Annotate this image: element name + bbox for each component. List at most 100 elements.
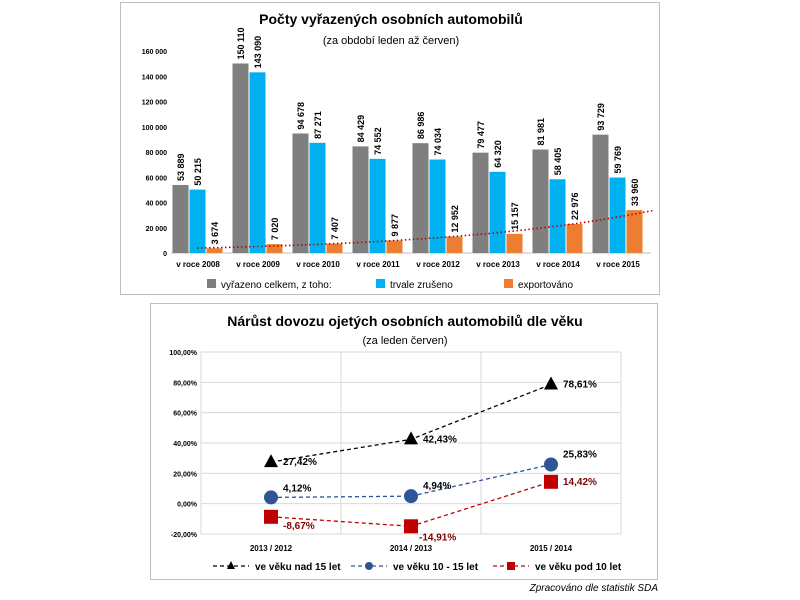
data-label: -8,67% (283, 521, 315, 532)
data-label: 4,12% (283, 483, 311, 494)
x-tick-label: v roce 2009 (236, 260, 280, 269)
bar (266, 244, 283, 253)
y-tick-label: -20,00% (171, 532, 198, 539)
chart-title: Počty vyřazených osobních automobilů (259, 11, 523, 27)
marker-circle (404, 489, 418, 504)
marker-triangle (404, 431, 418, 445)
y-tick-label: 40,00% (173, 441, 198, 448)
y-tick-label: 100,00% (169, 350, 197, 357)
bar (326, 243, 343, 253)
chart-title: Nárůst dovozu ojetých osobních automobil… (227, 313, 582, 329)
y-tick-label: 60,00% (173, 411, 198, 418)
bar-data-label: 150 110 (236, 27, 246, 59)
legend-swatch (504, 279, 513, 288)
bar (206, 248, 223, 253)
marker-circle (544, 457, 558, 472)
bar (412, 143, 429, 253)
bar-data-label: 74 034 (433, 128, 443, 156)
marker-triangle (264, 454, 278, 468)
bar (189, 189, 206, 253)
bar (609, 177, 626, 253)
data-label: 78,61% (563, 379, 597, 390)
bar-data-label: 9 877 (390, 214, 400, 237)
series-line (270, 383, 552, 463)
bar-data-label: 93 729 (596, 103, 606, 131)
bar-data-label: 81 981 (536, 118, 546, 146)
data-label: 14,42% (563, 477, 597, 488)
marker-square (264, 509, 278, 524)
bar-data-label: 12 952 (450, 205, 460, 233)
legend-marker (365, 562, 373, 570)
bar (369, 158, 386, 253)
legend-swatch (207, 279, 216, 288)
data-label: 25,83% (563, 449, 597, 460)
x-tick-label: v roce 2011 (356, 260, 400, 269)
data-label: 27,42% (283, 457, 317, 468)
y-tick-label: 60 000 (146, 175, 168, 182)
bar-data-label: 79 477 (476, 121, 486, 149)
bar (249, 72, 266, 253)
data-label: 42,43% (423, 434, 457, 445)
source-note: Zpracováno dle statistik SDA (529, 583, 658, 594)
legend-label: ve věku nad 15 let (255, 562, 341, 573)
line-chart: Nárůst dovozu ojetých osobních automobil… (169, 313, 622, 573)
y-tick-label: 20,00% (173, 471, 198, 478)
bar (292, 133, 309, 253)
bar-data-label: 53 889 (176, 153, 186, 181)
x-tick-label: v roce 2012 (416, 260, 460, 269)
bar-data-label: 94 678 (296, 102, 306, 130)
x-tick-label: 2014 / 2013 (390, 544, 433, 553)
bar-data-label: 58 405 (553, 148, 563, 176)
bar (489, 171, 506, 253)
bar (172, 184, 189, 253)
x-tick-label: 2015 / 2014 (530, 544, 573, 553)
legend-label: exportováno (518, 280, 573, 291)
bar (352, 146, 369, 253)
bar (592, 134, 609, 253)
y-tick-label: 80,00% (173, 380, 198, 387)
line-chart-panel: Nárůst dovozu ojetých osobních automobil… (150, 303, 658, 580)
y-tick-label: 40 000 (146, 201, 168, 208)
y-tick-label: 0 (163, 251, 167, 258)
bar-data-label: 15 157 (510, 202, 520, 230)
bar-data-label: 86 986 (416, 112, 426, 140)
bar-data-label: 143 090 (253, 36, 263, 69)
bar (232, 63, 249, 253)
bar (566, 223, 583, 253)
bar-data-label: 3 674 (210, 222, 220, 245)
legend-label: trvale zrušeno (390, 280, 453, 291)
chart-subtitle: (za leden červen) (363, 335, 448, 347)
y-tick-label: 120 000 (142, 100, 167, 107)
legend-label: ve věku 10 - 15 let (393, 562, 479, 573)
data-label: -14,91% (419, 532, 456, 543)
y-tick-label: 20 000 (146, 226, 168, 233)
marker-triangle (544, 376, 558, 390)
bar-data-label: 74 552 (373, 127, 383, 155)
marker-square (544, 474, 558, 489)
bar-data-label: 84 429 (356, 115, 366, 143)
bar (446, 236, 463, 253)
marker-square (404, 519, 418, 534)
data-label: 4,94% (423, 481, 451, 492)
bar (549, 179, 566, 253)
x-tick-label: v roce 2010 (296, 260, 340, 269)
bar (386, 240, 403, 253)
y-tick-label: 100 000 (142, 125, 167, 132)
bar-data-label: 22 976 (570, 192, 580, 220)
marker-circle (264, 490, 278, 505)
bar-data-label: 7 020 (270, 218, 280, 241)
legend-label: ve věku pod 10 let (535, 562, 622, 573)
legend-label: vyřazeno celkem, z toho: (221, 280, 332, 291)
bar (532, 149, 549, 253)
x-tick-label: v roce 2013 (476, 260, 520, 269)
bar-data-label: 7 407 (330, 217, 340, 240)
x-tick-label: v roce 2015 (596, 260, 640, 269)
bar-data-label: 64 320 (493, 140, 503, 168)
bar-data-label: 59 769 (613, 146, 623, 174)
bar-chart: Počty vyřazených osobních automobilů (za … (142, 11, 654, 291)
bar-data-label: 50 215 (193, 158, 203, 186)
bar (309, 142, 326, 253)
y-tick-label: 140 000 (142, 74, 167, 81)
y-tick-label: 80 000 (146, 150, 168, 157)
trendline (196, 209, 654, 249)
